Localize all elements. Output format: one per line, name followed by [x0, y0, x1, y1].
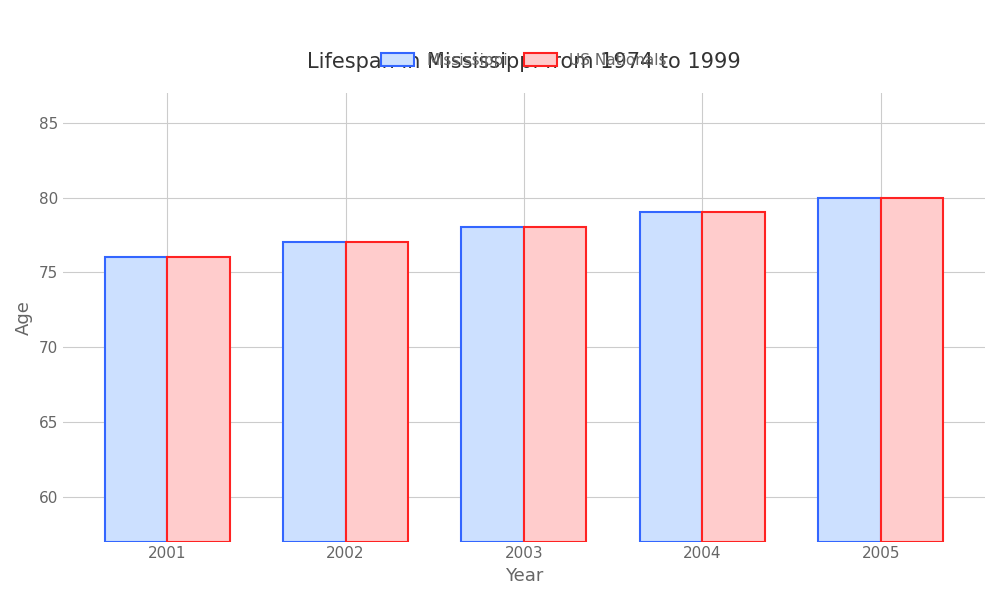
Bar [702, 212, 765, 542]
Legend: Mississippi, US Nationals: Mississippi, US Nationals [375, 47, 673, 74]
Bar [818, 197, 881, 542]
Bar [167, 257, 230, 542]
Title: Lifespan in Mississippi from 1974 to 1999: Lifespan in Mississippi from 1974 to 199… [307, 52, 741, 72]
X-axis label: Year: Year [505, 567, 543, 585]
Bar [105, 257, 167, 542]
Bar [881, 197, 943, 542]
Bar [461, 227, 524, 542]
Bar [524, 227, 586, 542]
Bar [346, 242, 408, 542]
Y-axis label: Age: Age [15, 300, 33, 335]
Bar [640, 212, 702, 542]
Bar [283, 242, 346, 542]
